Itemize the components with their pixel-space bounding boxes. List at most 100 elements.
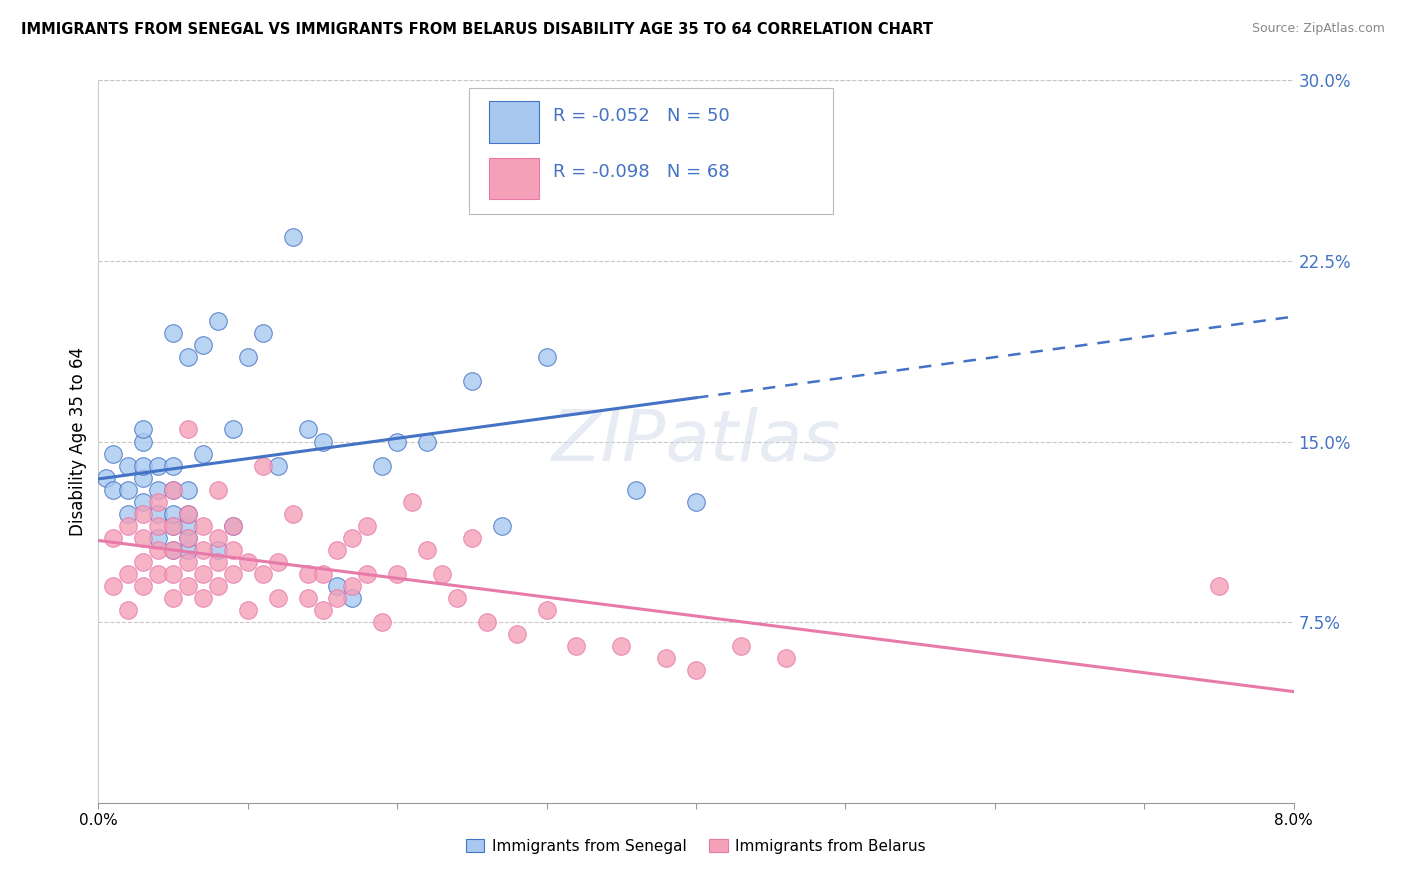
Point — [117, 507, 139, 521]
Point — [416, 434, 439, 449]
Point — [117, 567, 139, 582]
Point — [342, 591, 364, 605]
Point — [222, 542, 245, 557]
Point — [132, 434, 155, 449]
Point — [536, 603, 558, 617]
Point — [162, 326, 184, 340]
Point — [177, 531, 200, 545]
Point — [311, 603, 333, 617]
Text: R = -0.052   N = 50: R = -0.052 N = 50 — [553, 107, 730, 125]
Point — [461, 374, 484, 388]
Point — [222, 567, 245, 582]
Point — [148, 567, 170, 582]
Point — [177, 531, 200, 545]
Point — [117, 518, 139, 533]
Point — [371, 458, 394, 473]
Point — [191, 518, 214, 533]
Point — [162, 483, 184, 497]
Point — [162, 458, 184, 473]
Point — [222, 518, 245, 533]
Bar — [489, 158, 540, 200]
Point — [148, 542, 170, 557]
Point — [117, 483, 139, 497]
Point — [207, 542, 229, 557]
Point — [132, 494, 155, 508]
Point — [148, 507, 170, 521]
Point — [730, 639, 752, 653]
Point — [252, 567, 274, 582]
Point — [236, 603, 259, 617]
Point — [685, 664, 707, 678]
Point — [506, 627, 529, 641]
Point — [342, 579, 364, 593]
Point — [207, 555, 229, 569]
Bar — [489, 101, 540, 143]
Point — [281, 230, 304, 244]
Point — [191, 338, 214, 352]
Point — [356, 567, 378, 582]
Point — [385, 567, 409, 582]
Point — [385, 434, 409, 449]
Point — [191, 542, 214, 557]
Point — [177, 422, 200, 436]
Point — [356, 518, 378, 533]
Point — [132, 507, 155, 521]
Point — [610, 639, 633, 653]
Point — [103, 446, 125, 460]
Point — [191, 567, 214, 582]
Point — [326, 591, 349, 605]
Point — [281, 507, 304, 521]
Point — [132, 579, 155, 593]
Point — [207, 531, 229, 545]
Point — [236, 555, 259, 569]
Text: R = -0.098   N = 68: R = -0.098 N = 68 — [553, 163, 730, 181]
Point — [207, 483, 229, 497]
Point — [177, 579, 200, 593]
Point — [132, 470, 155, 484]
Point — [117, 458, 139, 473]
Point — [162, 518, 184, 533]
Point — [267, 555, 290, 569]
Point — [326, 579, 349, 593]
Point — [207, 579, 229, 593]
Point — [162, 567, 184, 582]
Point — [148, 531, 170, 545]
Point — [775, 651, 797, 665]
Text: IMMIGRANTS FROM SENEGAL VS IMMIGRANTS FROM BELARUS DISABILITY AGE 35 TO 64 CORRE: IMMIGRANTS FROM SENEGAL VS IMMIGRANTS FR… — [21, 22, 934, 37]
Point — [252, 458, 274, 473]
Point — [162, 507, 184, 521]
Point — [103, 531, 125, 545]
Point — [446, 591, 468, 605]
Y-axis label: Disability Age 35 to 64: Disability Age 35 to 64 — [69, 347, 87, 536]
Point — [103, 579, 125, 593]
Point — [297, 567, 319, 582]
Point — [297, 591, 319, 605]
FancyBboxPatch shape — [470, 87, 834, 214]
Point — [267, 458, 290, 473]
Point — [222, 518, 245, 533]
Point — [236, 350, 259, 364]
Point — [162, 542, 184, 557]
Point — [550, 157, 572, 171]
Point — [177, 507, 200, 521]
Point — [297, 422, 319, 436]
Point — [162, 518, 184, 533]
Point — [371, 615, 394, 630]
Point — [132, 531, 155, 545]
Point — [191, 446, 214, 460]
Point — [132, 458, 155, 473]
Point — [475, 615, 498, 630]
Point — [252, 326, 274, 340]
Point — [326, 542, 349, 557]
Point — [491, 518, 513, 533]
Point — [148, 494, 170, 508]
Point — [536, 350, 558, 364]
Point — [430, 567, 453, 582]
Point — [177, 518, 200, 533]
Point — [148, 518, 170, 533]
Point — [148, 458, 170, 473]
Point — [1208, 579, 1230, 593]
Point — [132, 555, 155, 569]
Point — [565, 639, 588, 653]
Point — [103, 483, 125, 497]
